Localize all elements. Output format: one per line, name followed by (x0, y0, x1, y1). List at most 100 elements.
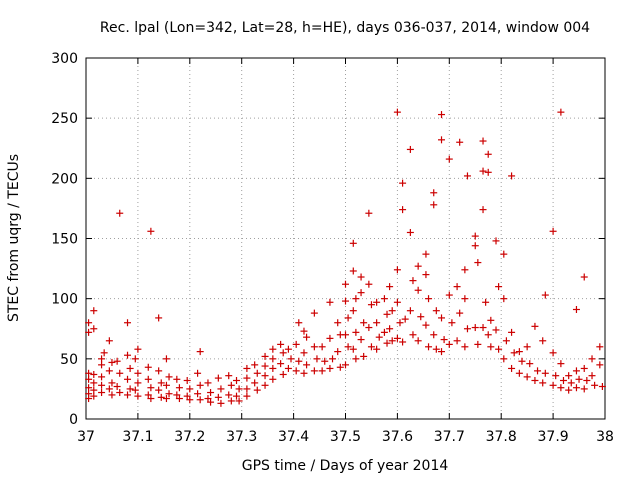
data-point (326, 334, 334, 342)
data-point (217, 385, 225, 393)
data-point (580, 273, 588, 281)
data-point (474, 259, 482, 267)
data-point (360, 319, 368, 327)
data-point (85, 384, 93, 392)
data-point (360, 352, 368, 360)
data-point (495, 283, 503, 291)
data-point (575, 375, 583, 383)
data-point (461, 343, 469, 351)
data-point (572, 384, 580, 392)
data-point (100, 349, 108, 357)
data-point (98, 361, 106, 369)
data-point (479, 137, 487, 145)
data-point (440, 336, 448, 344)
data-point (204, 379, 212, 387)
data-point (471, 324, 479, 332)
data-point (313, 355, 321, 363)
data-point (541, 369, 549, 377)
data-point (461, 295, 469, 303)
data-point (196, 396, 204, 404)
data-point (175, 384, 183, 392)
data-point (116, 209, 124, 217)
data-point (225, 391, 233, 399)
data-point (386, 283, 394, 291)
x-tick-label: 37.8 (486, 429, 517, 445)
data-point (438, 348, 446, 356)
data-point (508, 172, 516, 180)
data-point (173, 375, 181, 383)
data-point (90, 392, 98, 400)
data-point (108, 358, 116, 366)
y-tick-label: 150 (51, 232, 78, 248)
data-point (386, 325, 394, 333)
chart-title: Rec. lpal (Lon=342, Lat=28, h=HE), days … (100, 20, 590, 36)
data-point (235, 385, 243, 393)
data-point (425, 295, 433, 303)
data-point (251, 361, 259, 369)
y-axis-label: STEC from uqrg / TECUs (6, 154, 22, 322)
data-point (318, 367, 326, 375)
data-point (565, 372, 573, 380)
data-point (162, 395, 170, 403)
data-point (375, 333, 383, 341)
y-tick-label: 300 (51, 51, 78, 67)
data-point (116, 389, 124, 397)
data-point (349, 307, 357, 315)
data-point (373, 345, 381, 353)
data-point (162, 381, 170, 389)
data-point (406, 228, 414, 236)
data-point (310, 309, 318, 317)
data-point (342, 297, 349, 305)
data-point (539, 379, 547, 387)
data-point (134, 345, 142, 353)
data-point (108, 391, 116, 399)
data-point (175, 395, 183, 403)
data-point (235, 397, 243, 405)
data-point (453, 337, 461, 345)
data-point (432, 345, 440, 353)
data-point (396, 319, 404, 327)
data-point (352, 328, 360, 336)
data-point (445, 291, 453, 299)
data-point (549, 349, 557, 357)
data-point (399, 179, 407, 187)
data-point (352, 295, 360, 303)
data-point (484, 168, 492, 176)
y-axis-ticks: 0 50 100 150 200 250 300 (51, 51, 605, 428)
data-point (279, 349, 287, 357)
data-point (365, 324, 373, 332)
data-point (277, 340, 285, 348)
data-point (124, 319, 132, 327)
data-point (588, 372, 596, 380)
data-point (479, 167, 487, 175)
data-point (207, 398, 215, 406)
data-point (422, 321, 430, 329)
data-point (85, 319, 93, 327)
data-point (292, 340, 300, 348)
data-point (173, 391, 181, 399)
data-point (588, 355, 596, 363)
plot-frame (85, 57, 606, 420)
data-point (479, 206, 487, 214)
data-point (523, 343, 531, 351)
data-point (98, 381, 106, 389)
data-point (147, 384, 155, 392)
data-point (373, 298, 381, 306)
data-point (342, 361, 349, 369)
data-point (414, 262, 422, 270)
data-point (295, 319, 303, 327)
data-point (194, 390, 202, 398)
x-tick-label: 37.9 (538, 429, 569, 445)
data-point (445, 155, 453, 163)
data-point (388, 337, 396, 345)
data-point (438, 111, 446, 119)
data-point (572, 367, 580, 375)
data-point (207, 389, 215, 397)
data-point (487, 343, 495, 351)
data-point (85, 375, 93, 383)
data-point (456, 138, 464, 146)
data-point (409, 277, 417, 285)
data-point (445, 340, 453, 348)
data-point (300, 327, 308, 335)
